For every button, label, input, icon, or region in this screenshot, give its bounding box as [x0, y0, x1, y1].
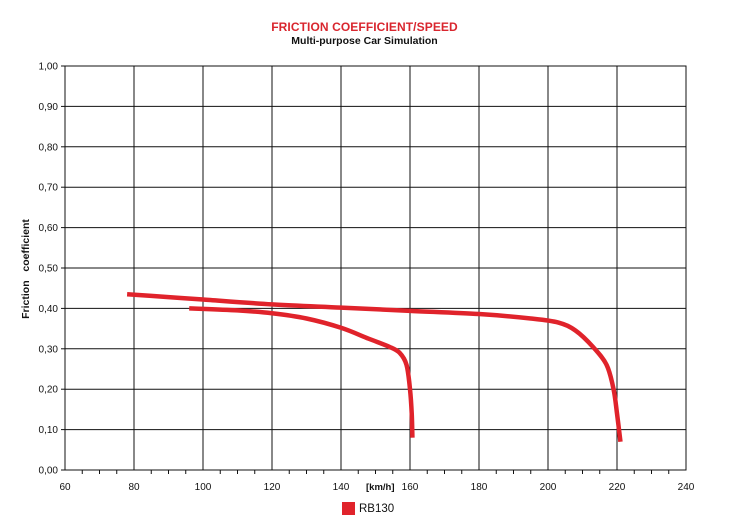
- x-tick-label: 60: [59, 482, 71, 493]
- x-tick-label: 140: [333, 482, 350, 493]
- y-tick-label: 0,50: [39, 264, 59, 275]
- y-tick-label: 0,70: [39, 183, 59, 194]
- y-tick-label: 0,00: [39, 466, 59, 477]
- x-tick-label: 80: [128, 482, 140, 493]
- series-line-2: [189, 306, 415, 438]
- legend-label: RB130: [359, 502, 395, 515]
- y-tick-label: 1,00: [39, 62, 59, 73]
- x-tick-label: 200: [540, 482, 557, 493]
- x-tick-label: 160: [402, 482, 419, 493]
- y-tick-label: 0,20: [39, 385, 59, 396]
- x-axis-unit-label: [km/h]: [366, 482, 395, 493]
- series-line-1: [126, 292, 623, 442]
- x-tick-label: 180: [471, 482, 488, 493]
- y-tick-label: 0,30: [39, 344, 59, 355]
- y-tick-label: 0,90: [39, 102, 59, 113]
- chart-title: FRICTION COEFFICIENT/SPEED: [271, 20, 458, 34]
- y-tick-label: 0,10: [39, 425, 59, 436]
- legend: RB130: [342, 502, 394, 515]
- chart-subtitle: Multi-purpose Car Simulation: [291, 35, 438, 47]
- y-tick-label: 0,60: [39, 223, 59, 234]
- x-tick-label: 100: [195, 482, 212, 493]
- y-tick-label: 0,80: [39, 142, 59, 153]
- legend-swatch: [342, 502, 355, 515]
- x-tick-label: 120: [264, 482, 281, 493]
- x-tick-label: 240: [678, 482, 695, 493]
- x-tick-label: 220: [609, 482, 626, 493]
- y-tick-label: 0,40: [39, 304, 59, 315]
